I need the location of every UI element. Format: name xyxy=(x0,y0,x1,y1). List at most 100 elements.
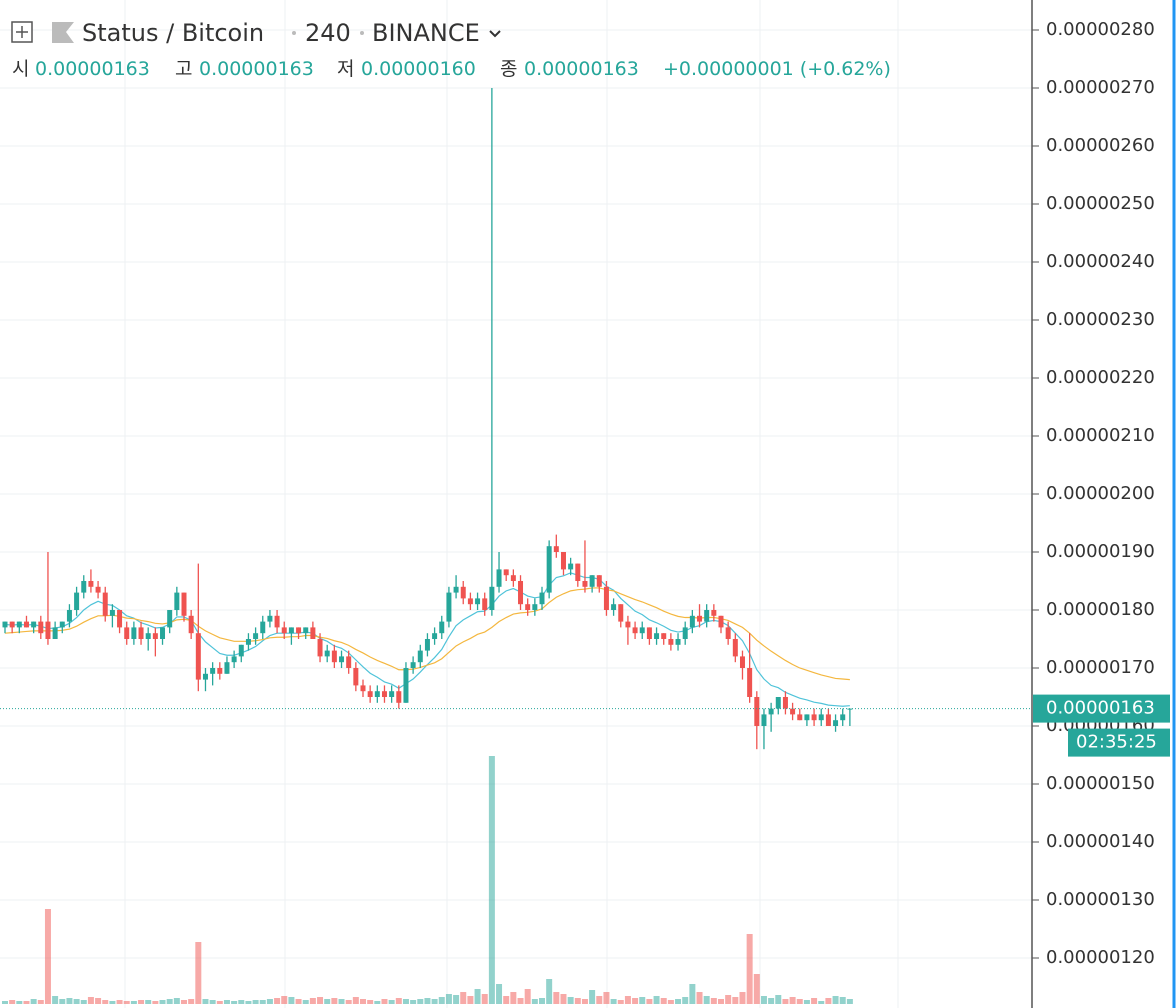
last-price-label: 0.00000163 xyxy=(1046,698,1155,719)
volume-bar xyxy=(639,997,646,1004)
candle-body xyxy=(238,644,244,657)
candle-body xyxy=(424,638,430,651)
candle-body xyxy=(811,714,817,721)
volume-bar xyxy=(2,1001,8,1004)
candle-body xyxy=(575,563,581,581)
candle-body xyxy=(582,580,588,587)
candle-body xyxy=(682,627,688,639)
symbol[interactable]: Status / Bitcoin xyxy=(82,19,264,47)
candle-body xyxy=(31,621,37,628)
volume-bar xyxy=(281,996,288,1004)
volume-bar xyxy=(209,1000,216,1004)
separator xyxy=(360,31,364,35)
volume-bar xyxy=(274,998,281,1004)
volume-bar xyxy=(789,997,796,1004)
candle-body xyxy=(95,586,101,593)
volume-bar xyxy=(381,999,388,1004)
y-tick-label: 0.00000120 xyxy=(1046,947,1155,968)
y-tick-label: 0.00000250 xyxy=(1046,193,1155,214)
candle-body xyxy=(16,621,22,628)
candle-body xyxy=(288,627,294,634)
candle-body xyxy=(754,696,760,726)
volume-bar xyxy=(496,984,503,1004)
candle-body xyxy=(818,714,824,721)
volume-bar xyxy=(753,974,760,1004)
candle-body xyxy=(324,650,330,657)
candle-body xyxy=(689,615,695,628)
volume-bar xyxy=(474,989,481,1004)
candle-body xyxy=(668,638,674,645)
volume-bar xyxy=(818,1001,825,1004)
volume-bar xyxy=(44,909,51,1004)
interval[interactable]: 240 xyxy=(305,19,351,47)
volume-bar xyxy=(145,1000,152,1004)
volume-bar xyxy=(660,998,667,1004)
candle-body xyxy=(654,633,660,639)
volume-bar xyxy=(703,996,710,1004)
candle-body xyxy=(790,708,796,715)
candle-body xyxy=(217,667,223,674)
volume-bar xyxy=(768,998,775,1004)
candle-body xyxy=(475,598,481,605)
volume-bar xyxy=(266,999,273,1004)
volume-bar xyxy=(431,999,438,1004)
volume-bar xyxy=(596,996,603,1004)
candle-body xyxy=(782,696,788,709)
volume-bar xyxy=(259,1000,266,1004)
candle-body xyxy=(381,691,387,697)
ohlc-label: 종 xyxy=(500,58,517,80)
volume-bar xyxy=(374,1001,381,1004)
candle-body xyxy=(833,720,839,726)
candle-body xyxy=(253,633,259,639)
candle-body xyxy=(840,714,846,721)
candle-body xyxy=(804,714,810,721)
volume-bar xyxy=(460,992,467,1004)
volume-layer xyxy=(2,756,853,1004)
volume-bar xyxy=(302,1000,309,1004)
volume-bar xyxy=(531,999,538,1004)
candle-body xyxy=(260,621,266,634)
volume-bar xyxy=(181,1000,187,1004)
volume-bar xyxy=(402,999,409,1004)
volume-bar xyxy=(539,998,545,1004)
candle-body xyxy=(66,609,72,622)
candle-body xyxy=(661,633,667,639)
volume-bar xyxy=(245,1001,252,1004)
volume-bar xyxy=(803,1000,810,1004)
candle-body xyxy=(775,696,781,709)
dropdown-icon[interactable] xyxy=(489,30,501,38)
volume-bar xyxy=(546,979,553,1004)
volume-bar xyxy=(510,992,517,1004)
candle-body xyxy=(195,633,201,680)
candle-body xyxy=(274,615,280,628)
exchange[interactable]: BINANCE xyxy=(372,19,480,47)
candle-body xyxy=(560,551,566,570)
candle-body xyxy=(482,598,488,610)
y-tick-label: 0.00000140 xyxy=(1046,831,1155,852)
candle-body xyxy=(503,569,509,576)
volume-bar xyxy=(832,996,839,1004)
candle-body xyxy=(518,580,524,605)
candle-body xyxy=(181,592,187,616)
volume-bar xyxy=(388,1000,395,1004)
candle-body xyxy=(360,685,366,692)
candle-body xyxy=(9,621,15,628)
volume-bar xyxy=(839,997,846,1004)
volume-bar xyxy=(524,989,531,1004)
candle-body xyxy=(59,621,65,628)
y-tick-label: 0.00000180 xyxy=(1046,599,1155,620)
volume-bar xyxy=(123,1001,130,1004)
volume-bar xyxy=(746,934,753,1004)
y-tick-label: 0.00000270 xyxy=(1046,77,1155,98)
volume-bar xyxy=(202,999,209,1004)
candle-body xyxy=(389,691,395,697)
volume-bar xyxy=(610,999,617,1004)
last-price: 0.00000163 02:35:25 xyxy=(0,694,1170,757)
candle-body xyxy=(589,575,595,587)
price-axis: 0.00000280 0.00000270 0.00000260 0.00000250… xyxy=(1031,0,1176,1008)
volume-bar xyxy=(603,992,610,1004)
volume-bar xyxy=(80,1000,87,1004)
y-tick-label: 0.00000230 xyxy=(1046,309,1155,330)
volume-bar xyxy=(309,998,316,1004)
y-tick-label: 0.00000170 xyxy=(1046,657,1155,678)
